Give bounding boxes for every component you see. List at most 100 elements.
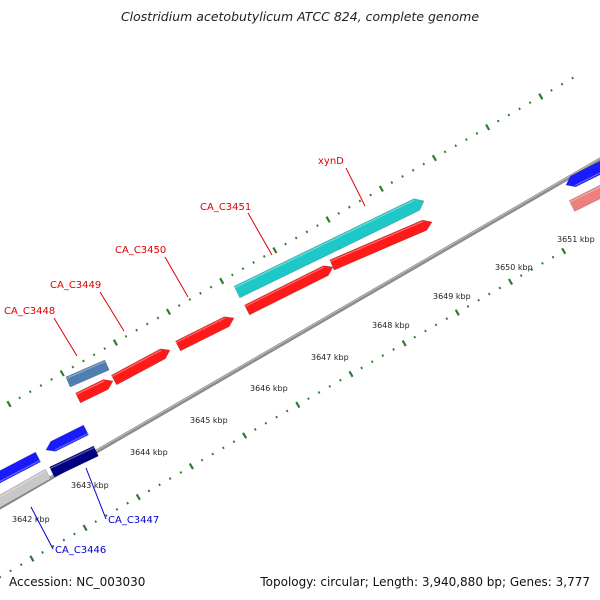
gene-arrow-CA_C3446[interactable] — [565, 158, 600, 188]
scale-label-3650: 3650 kbp — [495, 263, 533, 272]
gene-arrow-CA_C3451-highlight — [244, 266, 325, 307]
outer-tick — [485, 123, 491, 131]
inner-tick — [434, 323, 438, 327]
outer-tick — [18, 396, 21, 400]
inner-tick — [392, 348, 395, 351]
backbone-line — [0, 157, 600, 510]
leader-line-CA_C3449 — [99, 291, 125, 332]
outer-tick — [39, 384, 43, 387]
inner-tick — [105, 514, 108, 517]
leader-line-CA_C3451 — [247, 212, 273, 256]
feature-track — [0, 158, 600, 512]
inner-tick — [115, 507, 119, 511]
gene-arrow-fwd-2[interactable] — [329, 219, 433, 271]
outer-tick — [219, 277, 225, 285]
outer-tick — [518, 107, 521, 111]
outer-tick — [550, 88, 553, 92]
scale-label-3649: 3649 kbp — [433, 292, 471, 301]
gene-box-steel[interactable] — [65, 359, 110, 388]
outer-tick — [507, 113, 511, 117]
scale-label-3642: 3642 kbp — [12, 515, 50, 524]
inner-tick — [158, 483, 161, 487]
gene-label-CA_C3451[interactable]: CA_C3451 — [200, 202, 251, 213]
gene-label-CA_C3448[interactable]: CA_C3448 — [4, 306, 55, 317]
gene-arrow-CA_C3451[interactable] — [244, 265, 334, 316]
gene-arrow-blue-left[interactable] — [0, 451, 41, 484]
inner-tick — [0, 575, 2, 579]
outer-tick — [188, 298, 192, 301]
inner-tick — [51, 544, 55, 548]
inner-tick — [41, 550, 44, 554]
scale-label-3647: 3647 kbp — [311, 353, 349, 362]
outer-tick — [50, 377, 53, 381]
gene-label-CA_C3447[interactable]: CA_C3447 — [108, 515, 159, 526]
gene-arrow-CA_C3450[interactable] — [175, 316, 235, 352]
outer-tick — [538, 93, 544, 100]
outer-tick — [378, 185, 384, 193]
gene-label-CA_C3449[interactable]: CA_C3449 — [50, 280, 101, 291]
gene-arrow-CA_C3449-highlight — [111, 349, 162, 378]
leader-line-CA_C3447 — [85, 467, 107, 520]
inner-tick — [477, 298, 480, 302]
outer-tick — [431, 154, 437, 162]
gene-label-xynD[interactable]: xynD — [318, 156, 344, 167]
outer-tick — [443, 150, 447, 154]
inner-tick — [413, 335, 417, 339]
inner-tick — [328, 384, 332, 388]
inner-tick — [179, 471, 183, 474]
inner-tick — [530, 268, 534, 271]
outer-tick — [252, 261, 255, 264]
gene-arrow-CA_C3447-highlight — [54, 433, 89, 451]
outer-tick — [369, 193, 372, 197]
outer-tick — [103, 347, 107, 351]
scale-label-3645: 3645 kbp — [190, 416, 228, 425]
gene-label-CA_C3446[interactable]: CA_C3446 — [55, 545, 106, 556]
gene-box-gray[interactable] — [0, 468, 52, 512]
gene-box-navy[interactable] — [49, 445, 99, 478]
outer-tick — [272, 246, 278, 254]
gene-arrow-xynD[interactable] — [233, 198, 425, 299]
outer-tick — [316, 224, 319, 228]
leader-line-xynD — [345, 167, 366, 207]
outer-tick — [82, 359, 85, 363]
inner-tick — [519, 274, 523, 278]
outer-tick-track — [6, 76, 574, 408]
gene-arrow-CA_C3448-highlight — [76, 380, 105, 395]
outer-tick — [571, 76, 574, 80]
inner-tick — [19, 563, 23, 567]
outer-tick — [209, 285, 213, 289]
inner-tick — [211, 452, 215, 456]
inner-tick — [360, 366, 363, 370]
gene-arrow-CA_C3449[interactable] — [110, 348, 171, 386]
inner-tick — [135, 493, 141, 501]
gene-box-pink[interactable] — [568, 182, 600, 212]
gene-arrow-CA_C3447[interactable] — [45, 424, 89, 452]
outer-tick — [59, 369, 65, 377]
gene-arrow-xynD-highlight — [234, 199, 415, 289]
gene-arrow-CA_C3448[interactable] — [75, 379, 114, 404]
map-title: Clostridium acetobutylicum ATCC 824, com… — [120, 9, 480, 24]
inner-tick — [82, 524, 88, 532]
inner-tick — [454, 309, 460, 316]
outer-tick — [177, 304, 181, 308]
inner-tick — [348, 370, 354, 378]
outer-tick — [348, 205, 351, 209]
outer-tick — [422, 162, 426, 166]
outer-tick — [145, 322, 149, 326]
outer-tick — [135, 328, 138, 332]
inner-tick — [307, 397, 310, 401]
inner-tick — [339, 378, 342, 382]
inner-tick — [507, 278, 514, 286]
inner-tick — [445, 317, 449, 321]
outer-tick — [156, 316, 160, 320]
outer-tick — [294, 236, 298, 240]
scale-label-3651: 3651 kbp — [557, 235, 595, 244]
gene-label-CA_C3450[interactable]: CA_C3450 — [115, 245, 166, 256]
inner-tick — [401, 339, 407, 347]
scale-label-3648: 3648 kbp — [372, 321, 410, 330]
inner-tick — [188, 462, 194, 470]
outer-tick — [124, 334, 128, 338]
inner-tick — [232, 440, 236, 444]
outer-tick — [284, 242, 287, 246]
inner-tick — [466, 304, 470, 308]
